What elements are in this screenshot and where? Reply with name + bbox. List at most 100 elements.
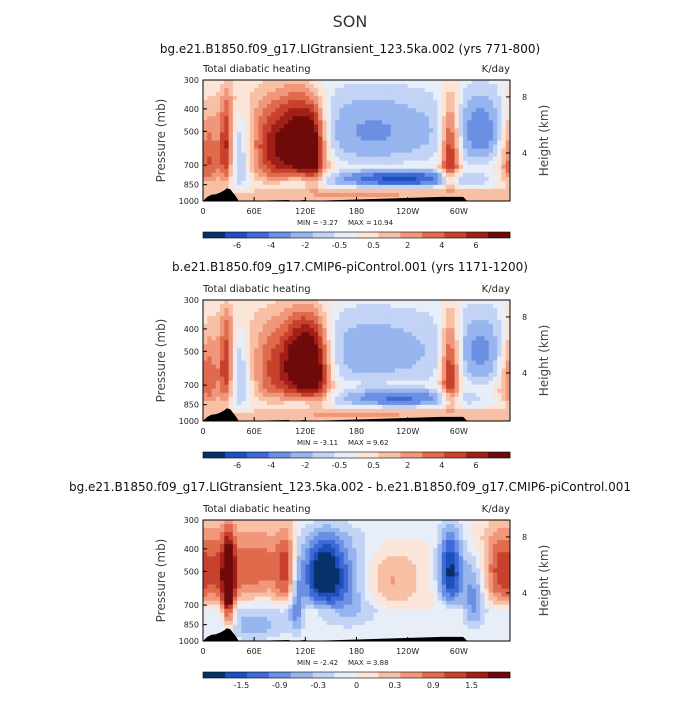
heatmap-cell — [463, 96, 468, 100]
heatmap-cell — [254, 389, 259, 393]
heatmap-cell — [241, 381, 246, 385]
heatmap-cell — [365, 108, 370, 112]
heatmap-cell — [246, 141, 251, 145]
heatmap-cell — [241, 300, 246, 304]
heatmap-cell — [497, 189, 502, 193]
heatmap-cell — [293, 405, 298, 409]
heatmap-cell — [216, 556, 221, 560]
heatmap-cell — [408, 320, 413, 324]
heatmap-cell — [365, 308, 370, 312]
heatmap-cell — [442, 136, 447, 140]
heatmap-cell — [497, 385, 502, 389]
heatmap-cell — [250, 633, 255, 637]
heatmap-cell — [224, 365, 229, 369]
heatmap-cell — [322, 308, 327, 312]
heatmap-cell — [305, 173, 310, 177]
heatmap-cell — [467, 373, 472, 377]
heatmap-cell — [399, 381, 404, 385]
heatmap-cell — [224, 304, 229, 308]
heatmap-cell — [305, 181, 310, 185]
heatmap-cell — [395, 348, 400, 352]
heatmap-cell — [429, 328, 434, 332]
heatmap-cell — [229, 605, 234, 609]
heatmap-cell — [403, 169, 408, 173]
heatmap-cell — [438, 324, 443, 328]
heatmap-cell — [237, 80, 242, 84]
heatmap-cell — [412, 320, 417, 324]
heatmap-cell — [403, 409, 408, 413]
heatmap-cell — [254, 581, 259, 585]
heatmap-cell — [203, 564, 208, 568]
heatmap-cell — [241, 572, 246, 576]
heatmap-cell — [212, 348, 217, 352]
heatmap-cell — [212, 389, 217, 393]
heatmap-cell — [484, 304, 489, 308]
heatmap-cell — [267, 308, 272, 312]
heatmap-cell — [378, 300, 383, 304]
heatmap-cell — [467, 413, 472, 417]
heatmap-cell — [480, 108, 485, 112]
heatmap-cell — [224, 161, 229, 165]
heatmap-cell — [301, 153, 306, 157]
heatmap-cell — [344, 369, 349, 373]
heatmap-cell — [382, 316, 387, 320]
heatmap-cell — [489, 340, 494, 344]
heatmap-cell — [420, 405, 425, 409]
heatmap-cell — [203, 629, 208, 633]
heatmap-cell — [267, 393, 272, 397]
heatmap-cell — [254, 153, 259, 157]
heatmap-cell — [233, 324, 238, 328]
heatmap-cell — [365, 128, 370, 132]
heatmap-cell — [467, 112, 472, 116]
heatmap-cell — [446, 308, 451, 312]
heatmap-cell — [433, 300, 438, 304]
heatmap-cell — [501, 165, 506, 169]
heatmap-cell — [391, 300, 396, 304]
heatmap-cell — [455, 153, 460, 157]
heatmap-cell — [254, 328, 259, 332]
heatmap-cell — [374, 361, 379, 365]
heatmap-cell — [408, 324, 413, 328]
heatmap-cell — [386, 336, 391, 340]
heatmap-cell — [220, 524, 225, 528]
heatmap-cell — [331, 185, 336, 189]
heatmap-cell — [284, 365, 289, 369]
heatmap-cell — [224, 548, 229, 552]
heatmap-cell — [212, 621, 217, 625]
heatmap-cell — [220, 548, 225, 552]
heatmap-cell — [339, 116, 344, 120]
heatmap-cell — [395, 332, 400, 336]
heatmap-cell — [237, 393, 242, 397]
heatmap-cell — [271, 104, 276, 108]
heatmap-cell — [271, 157, 276, 161]
heatmap-cell — [288, 324, 293, 328]
heatmap-cell — [237, 316, 242, 320]
heatmap-cell — [374, 132, 379, 136]
heatmap-cell — [220, 520, 225, 524]
heatmap-cell — [224, 344, 229, 348]
heatmap-cell — [220, 365, 225, 369]
heatmap-cell — [229, 381, 234, 385]
heatmap-cell — [472, 120, 477, 124]
heatmap-cell — [412, 120, 417, 124]
heatmap-cell — [310, 324, 315, 328]
heatmap-cell — [254, 161, 259, 165]
heatmap-cell — [220, 385, 225, 389]
heatmap-cell — [399, 312, 404, 316]
heatmap-cell — [301, 352, 306, 356]
heatmap-cell — [280, 84, 285, 88]
heatmap-cell — [408, 369, 413, 373]
heatmap-cell — [258, 132, 263, 136]
heatmap-cell — [412, 332, 417, 336]
heatmap-cell — [212, 169, 217, 173]
heatmap-cell — [254, 361, 259, 365]
heatmap-cell — [403, 328, 408, 332]
heatmap-cell — [284, 336, 289, 340]
heatmap-cell — [357, 336, 362, 340]
heatmap-cell — [263, 381, 268, 385]
heatmap-cell — [339, 413, 344, 417]
heatmap-cell — [322, 120, 327, 124]
heatmap-cell — [258, 181, 263, 185]
colorbar-swatch — [313, 232, 335, 238]
